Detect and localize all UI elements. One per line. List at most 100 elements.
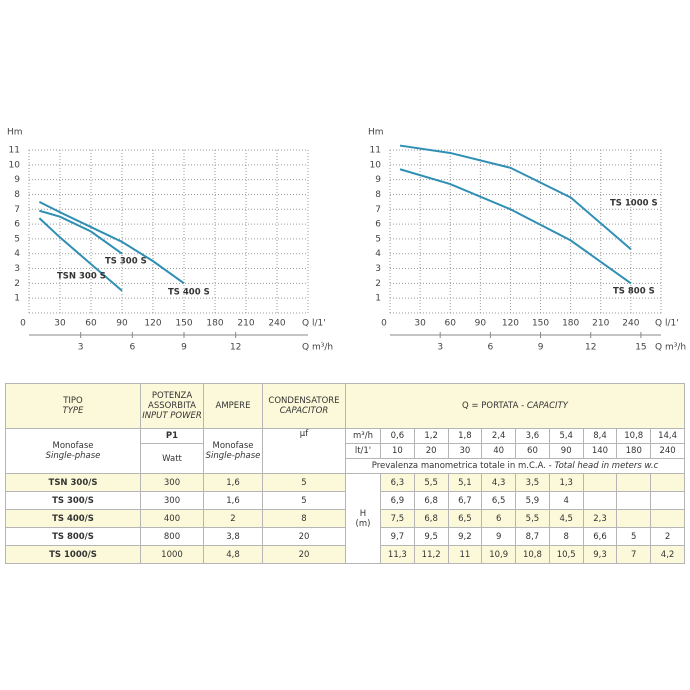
power: POTENZA ASSORBITA xyxy=(148,391,196,411)
head-value: 3,5 xyxy=(515,473,550,492)
head-value: 6,8 xyxy=(413,491,449,510)
type-en: TYPE xyxy=(62,406,84,416)
x2-tick-label: 3 xyxy=(78,343,84,353)
y-tick-label: 10 xyxy=(9,160,21,170)
curve-label: TS 1000 S xyxy=(610,199,658,209)
head-label: H (m) xyxy=(345,473,381,564)
y-tick-label: 2 xyxy=(14,279,20,289)
capacity-en: CAPACITY xyxy=(526,401,568,411)
curve xyxy=(399,144,632,251)
phase-en: Single-phase xyxy=(205,451,261,461)
head-value: 5 xyxy=(616,527,652,546)
phase: Monofase xyxy=(52,441,94,451)
flow-m3h: 14,4 xyxy=(650,428,685,444)
head-value: 6,9 xyxy=(380,491,415,510)
head-value: 6,5 xyxy=(447,509,483,528)
x2-tick-label: 3 xyxy=(437,343,443,353)
capacity-header: Q = PORTATA - CAPACITY xyxy=(345,383,685,429)
capacity: Q = PORTATA - xyxy=(462,401,525,411)
y-tick-label: 7 xyxy=(14,205,20,215)
flow-m3h: 1,8 xyxy=(447,428,483,444)
model: TS 300/S xyxy=(5,491,141,510)
head-note: Prevalenza manometrica totale in m.C.A. … xyxy=(345,458,685,474)
head-value: 2,3 xyxy=(582,509,618,528)
power-en: INPUT POWER xyxy=(142,411,202,421)
model-row: TS 800/S 800 3,8 20 9,7 9,5 9,2 9 8,7 8 6,6 5 2 xyxy=(5,527,685,546)
x2-tick-label: 12 xyxy=(230,343,241,353)
head-symbol: H xyxy=(359,508,367,519)
head-value: 9,5 xyxy=(413,527,449,546)
flow-m3h: 8,4 xyxy=(582,428,618,444)
capacitor: 5 xyxy=(262,491,346,510)
curve xyxy=(38,217,123,292)
x2-axis-label: Q m³/h xyxy=(302,343,333,353)
head-value: 9,7 xyxy=(380,527,415,546)
type-header: TIPO TYPE xyxy=(5,383,141,429)
ampere: 3,8 xyxy=(203,527,263,546)
curve-label: TS 300 S xyxy=(105,257,147,267)
head-value: 11,2 xyxy=(413,545,449,564)
flow-lmin: 240 xyxy=(650,443,685,459)
empty-cell xyxy=(650,473,685,492)
y-tick-label: 3 xyxy=(375,264,381,274)
x-tick-label: 240 xyxy=(622,319,639,329)
phase-cell: Monofase Single-phase xyxy=(5,428,141,474)
x2-tick-label: 6 xyxy=(488,343,494,353)
x-tick-label: 90 xyxy=(475,319,487,329)
head-value: 6,6 xyxy=(582,527,618,546)
model-row: TS 300/S 300 1,6 5 6,9 6,8 6,7 6,5 5,9 4 xyxy=(5,491,685,510)
head-value: 5,9 xyxy=(515,491,550,510)
head-value: 9 xyxy=(481,527,517,546)
capacitor-en: CAPACITOR xyxy=(279,406,329,416)
power: 800 xyxy=(140,527,204,546)
head-value: 7 xyxy=(616,545,652,564)
x-tick-label: 60 xyxy=(85,319,97,329)
capacitor-unit: µf xyxy=(262,428,346,474)
curve xyxy=(399,168,632,285)
y-tick-label: 7 xyxy=(375,205,381,215)
head-value: 5,1 xyxy=(447,473,483,492)
x2-tick-label: 12 xyxy=(585,343,596,353)
model-row: TSN 300/S 300 1,6 5 H (m) 6,3 5,5 5,1 4,3 3,5 1,3 xyxy=(5,473,685,564)
flow-m3h: 2,4 xyxy=(481,428,517,444)
head-value: 4,3 xyxy=(481,473,517,492)
model-row: TS 400/S 400 2 8 7,5 6,8 6,5 6 5,5 4,5 2,3 xyxy=(5,509,685,528)
head-value: 1,3 xyxy=(548,473,584,492)
flow-m3h: 5,4 xyxy=(548,428,584,444)
x-tick-label: 90 xyxy=(116,319,128,329)
flow-unit: m³/h xyxy=(345,428,381,444)
y-tick-label: 8 xyxy=(375,190,381,200)
head-value: 10,8 xyxy=(515,545,550,564)
head-value: 8,7 xyxy=(515,527,550,546)
y-tick-label: 11 xyxy=(370,146,381,156)
flow-m3h: 3,6 xyxy=(515,428,550,444)
x2-tick-label: 9 xyxy=(538,343,544,353)
ampere: AMPERE xyxy=(215,401,251,411)
head-note-en: Total head in meters w.c xyxy=(554,461,659,471)
head-value: 7,5 xyxy=(380,509,415,528)
head-value: 6,5 xyxy=(481,491,517,510)
x-tick-label: 30 xyxy=(414,319,426,329)
y-tick-label: 2 xyxy=(375,279,381,289)
x2-tick-label: 15 xyxy=(635,343,646,353)
head-value: 4,5 xyxy=(548,509,584,528)
y-tick-label: 5 xyxy=(14,234,20,244)
empty-cell xyxy=(616,473,652,492)
flow-lmin: 90 xyxy=(548,443,584,459)
x2-tick-label: 9 xyxy=(181,343,187,353)
x-tick-label: 180 xyxy=(562,319,579,329)
head-value: 6 xyxy=(481,509,517,528)
ampere: 4,8 xyxy=(203,545,263,564)
head-value: 10,5 xyxy=(548,545,584,564)
y-tick-label: 10 xyxy=(370,160,382,170)
x-tick-label: 210 xyxy=(592,319,609,329)
head-value: 6,3 xyxy=(380,473,415,492)
model: TS 400/S xyxy=(5,509,141,528)
capacitor: 5 xyxy=(262,473,346,492)
y-tick-label: 4 xyxy=(375,249,381,259)
head-value: 11,3 xyxy=(380,545,415,564)
flow-m3h: 10,8 xyxy=(616,428,652,444)
phase-cell: Monofase Single-phase xyxy=(203,428,263,474)
type: TIPO xyxy=(63,396,83,406)
flow-lmin: 60 xyxy=(515,443,550,459)
